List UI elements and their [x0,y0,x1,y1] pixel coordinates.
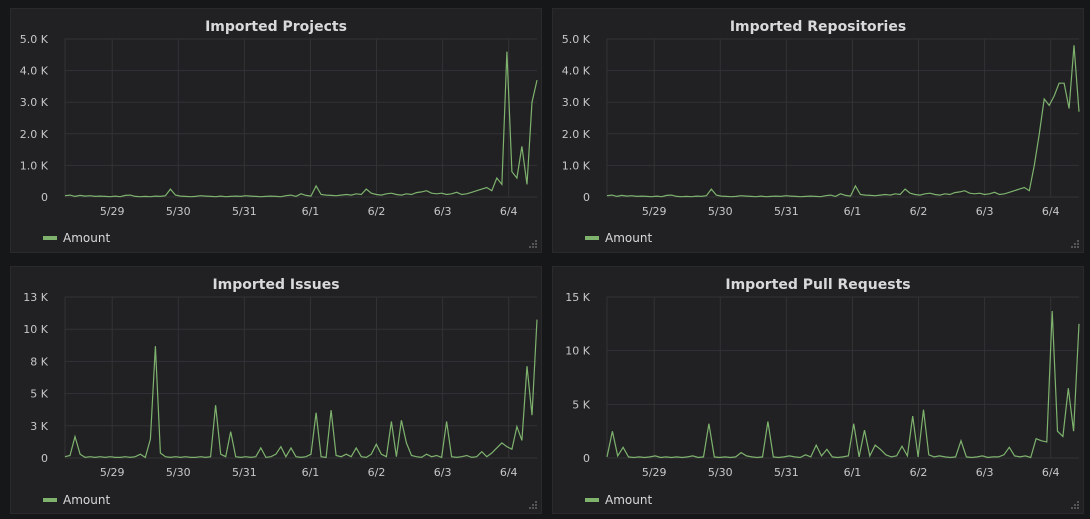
series-line-amount [64,51,538,198]
chart-imported-pull-requests: 0 5 K 10 K 15 K 5/29 5/30 5/31 6/1 6/2 6/3 6/4 [565,291,1080,479]
x-tick-label: 5/29 [642,205,667,218]
legend[interactable]: Amount [43,493,110,507]
x-tick-label: 6/1 [844,205,862,218]
x-tick-label: 6/3 [976,466,994,479]
chart-title: Imported Projects [205,19,347,35]
x-tick-label: 5/30 [708,205,733,218]
x-tick-label: 6/3 [434,466,452,479]
x-tick-label: 6/2 [368,205,386,218]
y-tick-label: 0 [583,191,590,204]
y-tick-label: 4.0 K [20,65,49,78]
y-tick-label: 0 [41,191,48,204]
y-tick-label: 8 K [30,355,48,368]
chart-title: Imported Pull Requests [725,277,911,293]
chart-imported-repositories: 0 1.0 K 2.0 K 3.0 K 4.0 K 5.0 K 5/29 5/30 5/31 6/… [562,33,1080,218]
y-tick-label: 5 K [572,398,590,411]
resize-handle-icon[interactable] [529,501,537,509]
resize-handle-icon[interactable] [529,240,537,248]
x-tick-label: 6/2 [910,466,928,479]
x-tick-label: 6/4 [1042,466,1060,479]
legend-label: Amount [605,493,653,507]
legend-label: Amount [63,493,111,507]
y-tick-label: 5.0 K [20,33,49,46]
x-tick-label: 5/29 [100,466,125,479]
panel-imported-projects: Imported Projects 0 1.0 K 2.0 K 3.0 K 4.0 K 5… [10,8,542,253]
legend-swatch [585,498,599,502]
x-tick-label: 6/1 [844,466,862,479]
x-tick-label: 6/1 [302,466,320,479]
chart-imported-issues: 0 3 K 5 K 8 K 10 K 13 K 5/29 5/30 5/31 6/1 6/2 6/3 6… [23,291,538,479]
x-tick-label: 5/31 [774,466,799,479]
x-tick-label: 6/4 [1042,205,1060,218]
x-tick-label: 5/30 [166,466,191,479]
legend[interactable]: Amount [43,231,110,245]
x-tick-label: 5/31 [232,205,257,218]
panel-imported-issues: Imported Issues 0 3 K 5 K 8 K 10 K 13 K 5/29 5/… [10,266,542,514]
x-tick-label: 5/30 [708,466,733,479]
x-tick-label: 5/31 [232,466,257,479]
legend-swatch [43,498,57,502]
y-tick-label: 1.0 K [562,159,591,172]
x-tick-label: 5/29 [642,466,667,479]
panel-imported-repositories: Imported Repositories 0 1.0 K 2.0 K 3.0 K 4.… [552,8,1084,253]
legend-swatch [43,236,57,240]
y-tick-label: 5 K [30,388,48,401]
y-tick-label: 4.0 K [562,65,591,78]
series-line-amount [606,310,1080,459]
series-line-amount [64,319,538,459]
x-tick-label: 5/31 [774,205,799,218]
legend-label: Amount [605,231,653,245]
x-tick-label: 6/4 [500,205,518,218]
x-tick-label: 6/3 [976,205,994,218]
y-tick-label: 15 K [565,291,590,304]
legend-swatch [585,236,599,240]
chart-imported-projects: 0 1.0 K 2.0 K 3.0 K 4.0 K 5.0 K 5/29 5/30 5/31 6/… [20,33,538,218]
x-tick-label: 5/30 [166,205,191,218]
y-tick-label: 10 K [565,345,590,358]
resize-handle-icon[interactable] [1071,240,1079,248]
x-tick-label: 5/29 [100,205,125,218]
y-tick-label: 0 [583,452,590,465]
y-tick-label: 0 [41,452,48,465]
x-tick-label: 6/3 [434,205,452,218]
y-tick-label: 2.0 K [20,128,49,141]
y-tick-label: 3.0 K [20,96,49,109]
series-line-amount [606,45,1080,198]
y-tick-label: 10 K [23,323,48,336]
legend[interactable]: Amount [585,231,652,245]
y-tick-label: 13 K [23,291,48,304]
y-tick-label: 2.0 K [562,128,591,141]
x-tick-label: 6/2 [910,205,928,218]
chart-title: Imported Issues [212,277,340,293]
y-tick-label: 5.0 K [562,33,591,46]
legend[interactable]: Amount [585,493,652,507]
y-tick-label: 1.0 K [20,159,49,172]
x-tick-label: 6/2 [368,466,386,479]
y-tick-label: 3 K [30,420,48,433]
x-tick-label: 6/4 [500,466,518,479]
y-tick-label: 3.0 K [562,96,591,109]
chart-title: Imported Repositories [729,19,907,35]
x-tick-label: 6/1 [302,205,320,218]
legend-label: Amount [63,231,111,245]
resize-handle-icon[interactable] [1071,501,1079,509]
panel-imported-pull-requests: Imported Pull Requests 0 5 K 10 K 15 K 5/29 5… [552,266,1084,514]
